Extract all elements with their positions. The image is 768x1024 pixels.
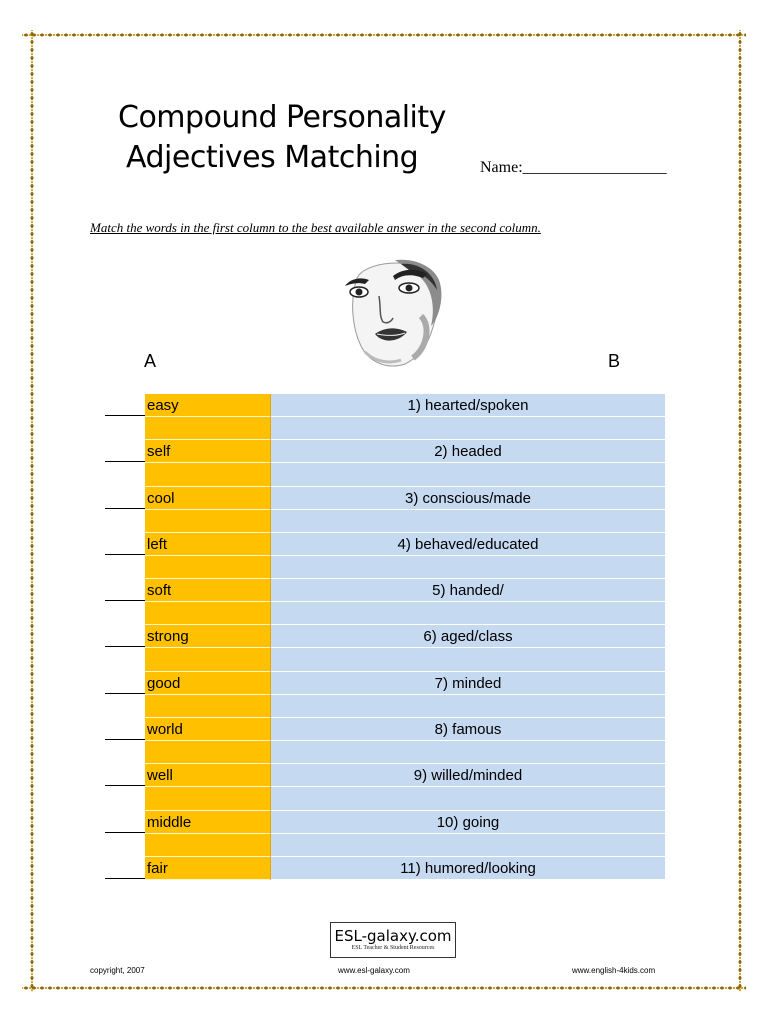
word-a: left xyxy=(145,533,270,556)
answer-b: 1) hearted/spoken xyxy=(271,394,665,417)
answer-b: 3) conscious/made xyxy=(271,487,665,510)
answer-blank[interactable] xyxy=(105,811,145,857)
answer-b: 7) minded xyxy=(271,672,665,695)
answer-blank[interactable] xyxy=(105,394,145,440)
word-a: fair xyxy=(145,857,270,880)
word-a: good xyxy=(145,672,270,695)
word-a: soft xyxy=(145,579,270,603)
answer-b: 4) behaved/educated xyxy=(271,533,665,556)
decorative-border-bottom xyxy=(22,983,746,993)
logo-sub-text: ESL Teacher & Student Resources xyxy=(351,945,435,951)
answer-b: 2) headed xyxy=(271,440,665,464)
answer-blank[interactable] xyxy=(105,672,145,718)
title-line-2: Adjectives Matching xyxy=(126,140,419,175)
decorative-border-top xyxy=(22,30,746,40)
instruction-text: Match the words in the first column to t… xyxy=(90,220,541,235)
table-row: middle 10) going xyxy=(105,810,665,857)
answer-b: 9) willed/minded xyxy=(271,764,665,788)
word-a: easy xyxy=(145,394,270,417)
answer-b: 10) going xyxy=(271,811,665,834)
footer-copyright: copyright, 2007 xyxy=(90,966,145,975)
word-a: strong xyxy=(145,625,270,649)
answer-blank[interactable] xyxy=(105,764,145,810)
table-row: self 2) headed xyxy=(105,440,665,487)
answer-blank[interactable] xyxy=(105,440,145,486)
word-a: self xyxy=(145,440,270,464)
table-row: cool 3) conscious/made xyxy=(105,486,665,533)
decorative-border-left xyxy=(26,30,38,992)
footer-site-english-4kids[interactable]: www.english-4kids.com xyxy=(572,966,656,975)
name-field[interactable]: Name:__________________ xyxy=(480,159,667,176)
column-a-label: A xyxy=(144,351,157,371)
answer-blank[interactable] xyxy=(105,625,145,671)
word-a: cool xyxy=(145,487,270,510)
answer-b: 11) humored/looking xyxy=(271,857,665,880)
matching-table: easy 1) hearted/spoken self 2) headed co… xyxy=(105,394,665,880)
table-row: easy 1) hearted/spoken xyxy=(105,394,665,441)
word-a: world xyxy=(145,718,270,742)
answer-blank[interactable] xyxy=(105,533,145,579)
column-b-label: B xyxy=(608,351,621,371)
word-a: well xyxy=(145,764,270,788)
logo-main-text: ESL-galaxy.com xyxy=(334,927,452,945)
answer-blank[interactable] xyxy=(105,857,145,880)
footer-site-esl-galaxy[interactable]: www.esl-galaxy.com xyxy=(338,966,410,975)
esl-galaxy-logo: ESL-galaxy.com ESL Teacher & Student Res… xyxy=(330,922,456,958)
table-row: good 7) minded xyxy=(105,671,665,719)
table-row: left 4) behaved/educated xyxy=(105,532,665,580)
answer-blank[interactable] xyxy=(105,579,145,625)
table-row: strong 6) aged/class xyxy=(105,625,665,672)
word-a: middle xyxy=(145,811,270,834)
face-illustration xyxy=(345,259,442,367)
table-row: soft 5) handed/ xyxy=(105,579,665,626)
title-line-1: Compound Personality xyxy=(118,100,446,135)
table-row: fair 11) humored/looking xyxy=(105,856,665,880)
answer-blank[interactable] xyxy=(105,718,145,764)
page-title: Compound Personality Adjectives Matching xyxy=(118,98,458,178)
answer-b: 8) famous xyxy=(271,718,665,742)
answer-blank[interactable] xyxy=(105,487,145,533)
answer-b: 6) aged/class xyxy=(271,625,665,649)
decorative-border-right xyxy=(734,30,746,992)
table-row: well 9) willed/minded xyxy=(105,764,665,811)
table-row: world 8) famous xyxy=(105,718,665,765)
answer-b: 5) handed/ xyxy=(271,579,665,603)
